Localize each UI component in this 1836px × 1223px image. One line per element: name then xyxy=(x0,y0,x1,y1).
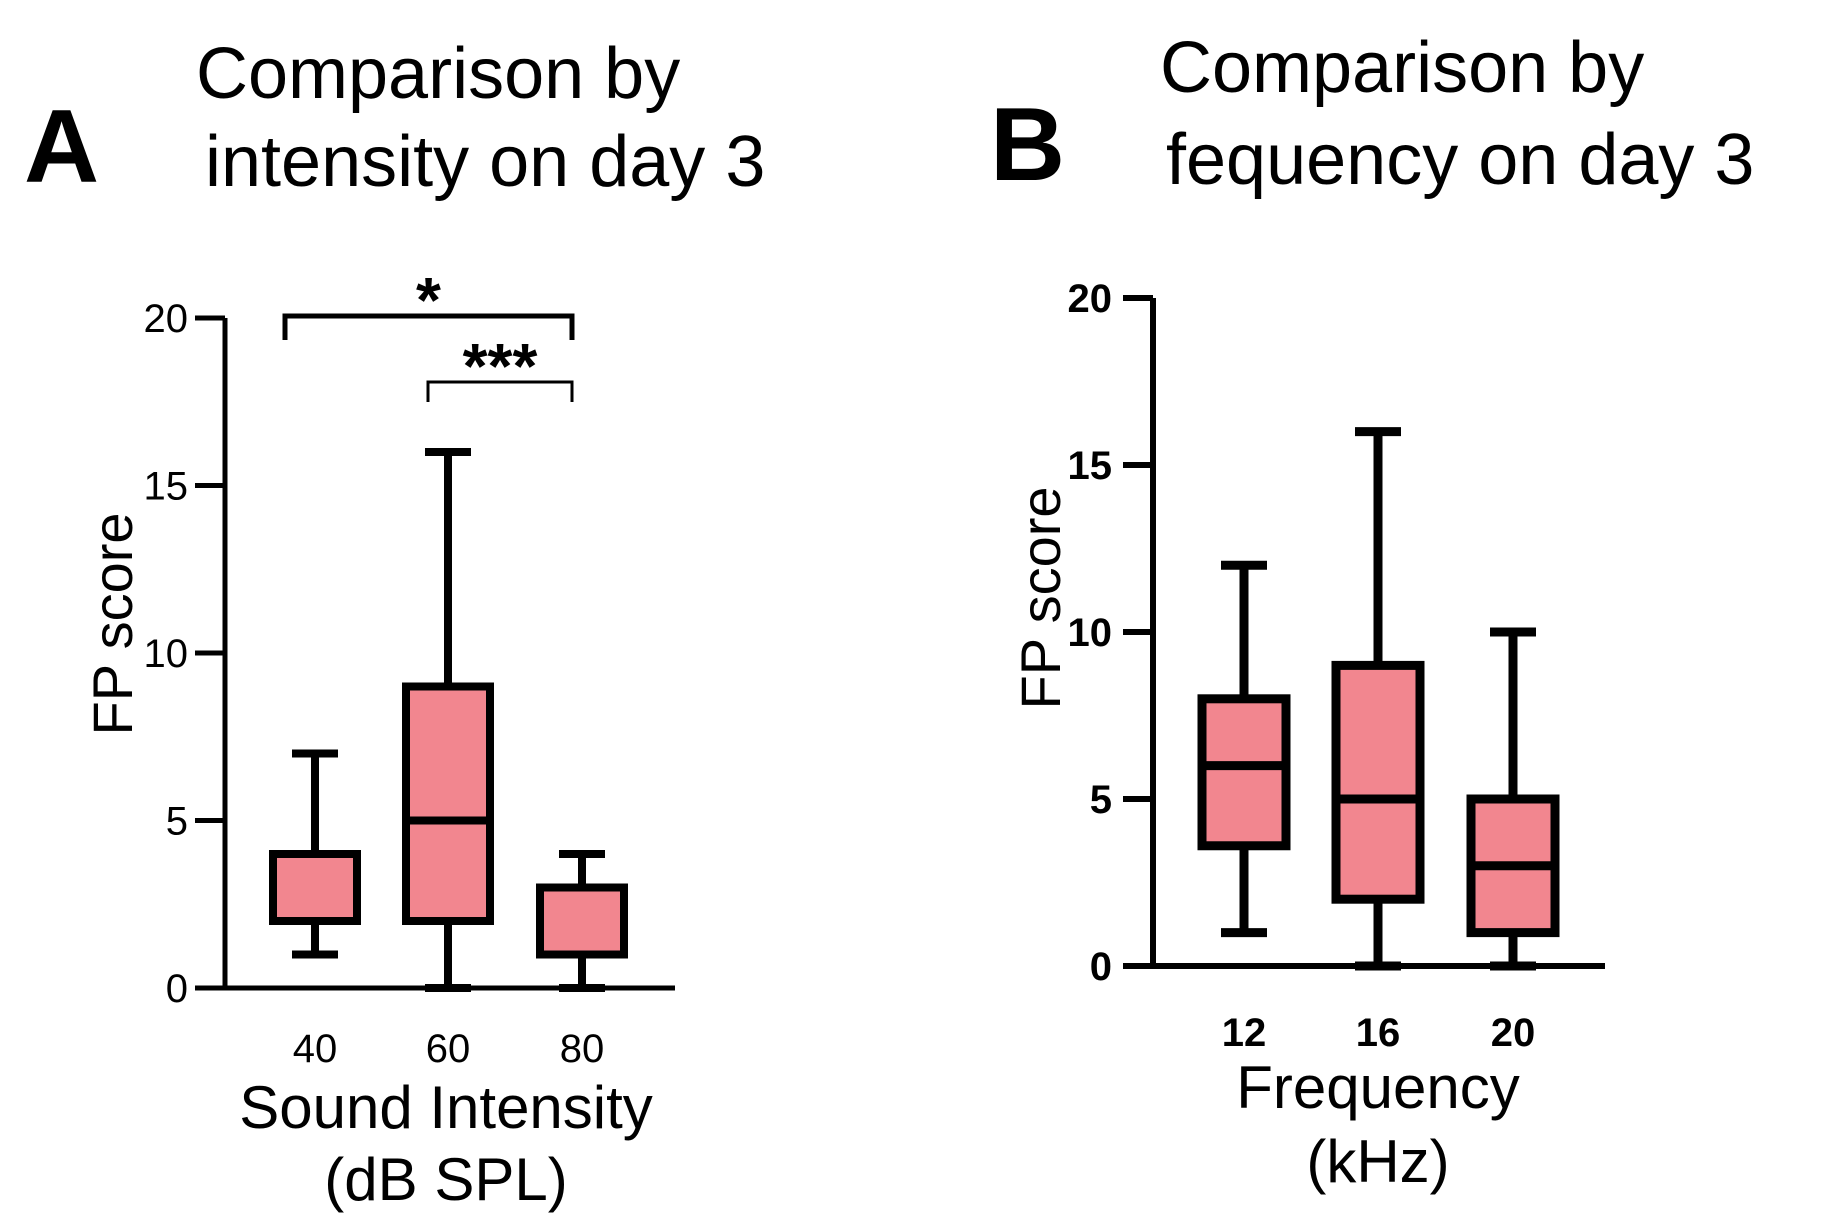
panel-a-labels: FP score Sound Intensity (dB SPL) xyxy=(81,512,653,1213)
panel-a-y-axis-label: FP score xyxy=(81,512,144,735)
panel-b-x-axis-label-line-1: Frequency xyxy=(1236,1054,1519,1121)
panel-a-x-tick-label: 40 xyxy=(293,1027,338,1071)
panel-b-x-tick-label: 16 xyxy=(1356,1011,1401,1055)
panel-a-box-40 xyxy=(269,850,361,925)
panel-a-y-tick-label: 15 xyxy=(144,465,189,509)
panel-a-significance-label: * xyxy=(416,264,441,336)
panel-a-x-tick-label: 80 xyxy=(560,1027,605,1071)
panel-b-y-tick-label: 15 xyxy=(1068,444,1113,488)
panel-a-x-axis-label-line-1: Sound Intensity xyxy=(239,1074,653,1141)
panel-b-y-tick-label: 10 xyxy=(1068,611,1113,655)
panel-a-y-tick-label: 5 xyxy=(166,800,188,844)
panel-a-letter: A xyxy=(24,89,99,205)
panel-a-y-tick-label: 0 xyxy=(166,967,188,1011)
panel-b-box-16 xyxy=(1331,660,1425,904)
panel-a-y-tick-label: 20 xyxy=(144,297,189,341)
panel-b-labels: FP score Frequency (kHz) xyxy=(1009,486,1520,1195)
panel-a-box-80 xyxy=(536,883,628,959)
panel-b-title-line-1: Comparison by xyxy=(1160,28,1644,108)
panel-b-title-line-2: fequency on day 3 xyxy=(1166,120,1754,200)
panel-b-x-tick-label: 20 xyxy=(1491,1011,1536,1055)
panel-a-x-axis-label-line-2: (dB SPL) xyxy=(324,1146,567,1213)
panel-a-significance-bracket xyxy=(426,380,574,402)
panel-b-x-tick-label: 12 xyxy=(1222,1011,1267,1055)
panel-a-header: A Comparison by intensity on day 3 xyxy=(24,34,765,205)
panel-a-significance-bracket xyxy=(282,313,575,340)
panel-b-x-axis-label-line-2: (kHz) xyxy=(1306,1128,1449,1195)
panel-b-box-12 xyxy=(1197,694,1291,851)
panel-a-y-tick-label: 10 xyxy=(144,632,189,676)
panel-b-y-tick-label: 0 xyxy=(1090,945,1112,989)
panel-b-letter: B xyxy=(990,87,1065,203)
panel-a-box-60 xyxy=(402,682,494,925)
panel-a-significance-label: *** xyxy=(463,330,538,402)
panel-b-header: B Comparison by fequency on day 3 xyxy=(990,28,1754,203)
panel-a-x-tick-label: 60 xyxy=(426,1027,471,1071)
panel-a-title-line-1: Comparison by xyxy=(196,34,680,114)
panel-b-y-tick-label: 5 xyxy=(1090,778,1112,822)
panel-b-plot: 0 5 10 15 20 12 16 20 xyxy=(1068,277,1605,1055)
panel-a-title-line-2: intensity on day 3 xyxy=(205,122,765,202)
panel-b-y-axis-label: FP score xyxy=(1009,486,1072,709)
panel-b-y-tick-label: 20 xyxy=(1068,277,1113,321)
